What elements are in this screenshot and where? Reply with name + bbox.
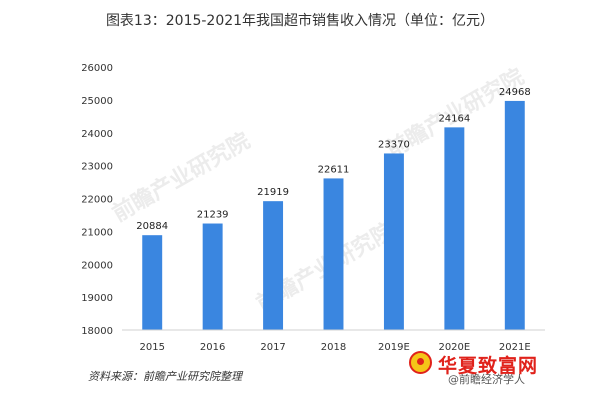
bar	[444, 127, 465, 331]
x-tick-label: 2016	[200, 342, 225, 353]
bar-value-label: 24164	[438, 113, 470, 124]
bar	[504, 100, 525, 330]
y-tick-label: 19000	[81, 293, 113, 304]
y-tick-label: 22000	[81, 195, 113, 206]
bar-value-label: 24968	[499, 87, 531, 98]
bar-value-label: 20884	[136, 221, 168, 232]
logo-icon	[409, 351, 432, 374]
watermark-brand: 华夏致富网	[438, 355, 539, 377]
bar	[323, 178, 344, 330]
x-tick-label: 2020E	[438, 342, 470, 353]
background-watermark: 前瞻产业研究院 前瞻产业研究院 前瞻产业研究院	[108, 64, 528, 318]
chart-title: 图表13：2015-2021年我国超市销售收入情况（单位：亿元）	[105, 13, 495, 29]
watermark-credit: @前瞻经济学人	[448, 373, 525, 386]
x-tick-label: 2018	[321, 342, 346, 353]
y-tick-label: 24000	[81, 129, 113, 140]
y-tick-label: 20000	[81, 260, 113, 271]
y-tick-label: 26000	[81, 63, 113, 74]
x-tick-label: 2021E	[499, 342, 531, 353]
y-tick-label: 18000	[81, 326, 113, 337]
bar-value-label: 22611	[318, 164, 350, 175]
y-tick-label: 21000	[81, 227, 113, 238]
bar	[142, 235, 163, 330]
bar-value-label: 21919	[257, 187, 289, 198]
bar-value-label: 21239	[197, 210, 229, 221]
x-tick-label: 2017	[260, 342, 285, 353]
y-tick-label: 23000	[81, 162, 113, 173]
source-note: 资料来源：前瞻产业研究院整理	[88, 370, 242, 383]
x-tick-label: 2019E	[378, 342, 410, 353]
bar	[383, 153, 404, 330]
bar	[263, 201, 284, 330]
watermark-text: 前瞻产业研究院	[108, 128, 254, 228]
bar-value-label: 23370	[378, 139, 410, 150]
y-tick-label: 25000	[81, 96, 113, 107]
x-tick-label: 2015	[139, 342, 164, 353]
bar	[202, 223, 223, 330]
